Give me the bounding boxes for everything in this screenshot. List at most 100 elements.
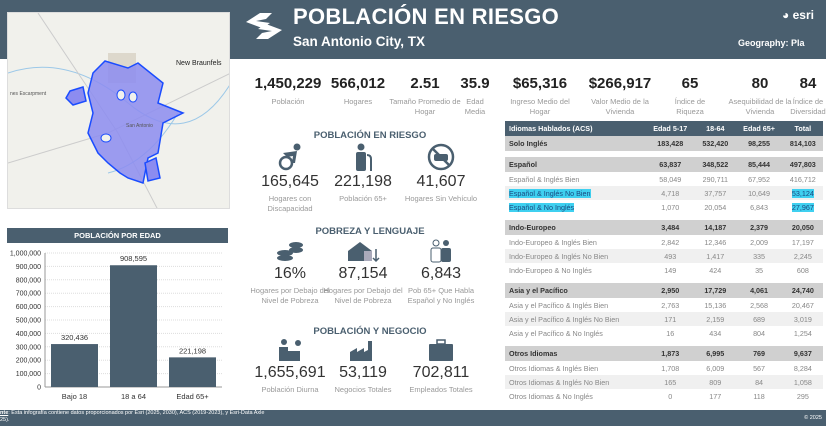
house-down-icon xyxy=(348,242,380,263)
cell-text: 16 xyxy=(666,328,675,338)
table-cell: 2,009 xyxy=(735,235,782,249)
chart-title: POBLACIÓN POR EDAD xyxy=(7,228,228,243)
cell-text: Español xyxy=(509,160,537,169)
table-cell: 804 xyxy=(735,326,782,340)
table-group-row: Solo Inglés 183,428 532,420 98,255 814,103 xyxy=(505,136,823,151)
table-cell: Español & Inglés Bien xyxy=(505,172,645,186)
geography-label: Geography: Pla xyxy=(738,38,805,48)
table-cell: 12,346 xyxy=(695,235,735,249)
table-cell: 2,159 xyxy=(695,312,736,326)
table-cell: 6,009 xyxy=(695,361,735,375)
location-subtitle: San Antonio City, TX xyxy=(293,34,425,49)
cell-text: Indo-Europeo & Inglés No Bien xyxy=(509,251,609,261)
table-cell: Asia y el Pacífico & Inglés Bien xyxy=(505,298,645,312)
map[interactable]: New Braunfels nes Escarpment San Antonio xyxy=(7,12,230,209)
section-title-negocio: POBLACIÓN Y NEGOCIO xyxy=(313,326,427,337)
table-cell: 20,467 xyxy=(783,298,823,312)
cell-text: 2,568 xyxy=(750,300,769,310)
cell-text: 532,420 xyxy=(702,139,729,148)
y-tick-label: 1,000,000 xyxy=(10,251,41,258)
table-cell: 4,718 xyxy=(645,186,696,200)
table-cell: 2,763 xyxy=(645,298,695,312)
cell-text: 2,159 xyxy=(706,314,725,324)
cell-text: 295 xyxy=(796,391,809,401)
stat-wealth-index: 65 Índice de Riqueza xyxy=(674,75,706,116)
people-icon xyxy=(430,239,451,263)
table-cell: 149 xyxy=(645,263,695,277)
table-cell: 348,522 xyxy=(695,157,736,172)
cell-text: Asia y el Pacífico & No Inglés xyxy=(509,328,603,338)
table-cell: 2,950 xyxy=(645,283,696,298)
y-tick-label: 300,000 xyxy=(16,344,41,351)
cell-text: 416,712 xyxy=(789,174,816,184)
cell-text: 2,009 xyxy=(750,237,769,247)
table-cell: Asia y el Pacífico & Inglés No Bien xyxy=(505,312,646,326)
table-row: Asia y el Pacífico & Inglés Bien 2,763 15,… xyxy=(505,298,823,312)
cell-text: Otros Idiomas & Inglés No Bien xyxy=(509,377,610,387)
cell-text: 3,019 xyxy=(793,314,812,324)
cell-text: 1,873 xyxy=(661,349,680,358)
copyright: © 2025 xyxy=(804,415,822,421)
stat-median-income: $65,316 Ingreso Medio del Hogar xyxy=(510,75,570,116)
cell-text: 608 xyxy=(796,265,809,275)
table-cell: 6,843 xyxy=(735,200,782,214)
coins-icon xyxy=(277,242,303,261)
table-cell: 9,637 xyxy=(782,346,823,361)
cell-text: 424 xyxy=(709,265,722,275)
section-title-pobreza: POBREZA Y LENGUAJE xyxy=(315,226,425,237)
cell-text: Otros Idiomas & Inglés Bien xyxy=(509,363,599,373)
x-tick-label: 18 a 64 xyxy=(121,392,146,401)
cell-text: 0 xyxy=(668,391,673,401)
map-label: nes Escarpment xyxy=(10,91,47,97)
cell-text: 35 xyxy=(755,265,764,275)
stat-households: 566,012 Hogares xyxy=(330,75,386,106)
table-cell: 35 xyxy=(735,263,782,277)
tile-employees: 702,811 Empleados Totales xyxy=(401,338,481,395)
cell-text: 8,284 xyxy=(793,363,812,373)
footer-source-label: nte xyxy=(0,410,9,416)
cell-text: 67,952 xyxy=(748,174,771,184)
cell-text: 4,061 xyxy=(750,286,769,295)
cell-text: 1,417 xyxy=(706,251,725,261)
table-cell: 290,711 xyxy=(695,172,735,186)
cell-text: 567 xyxy=(753,363,766,373)
table-cell: 17,729 xyxy=(695,283,736,298)
table-cell: Español & No Inglés xyxy=(505,200,645,214)
cell-text: 98,255 xyxy=(748,139,771,148)
table-cell: 1,708 xyxy=(645,361,695,375)
population-by-age-chart: 0 100,000 200,000 300,000 400,000 500,000 600,… xyxy=(10,251,222,401)
daytime-worker-icon xyxy=(279,339,301,361)
table-row: Español & Inglés No Bien 4,718 37,757 10,64… xyxy=(505,186,823,200)
cell-text: Indo-Europeo & Inglés Bien xyxy=(509,237,597,247)
table-row: Asia y el Pacífico & Inglés No Bien 171 2,… xyxy=(505,312,823,326)
table-row: Indo-Europeo & Inglés Bien 2,842 12,346 2,0… xyxy=(505,235,823,249)
y-tick-label: 900,000 xyxy=(16,264,41,271)
table-cell: 814,103 xyxy=(782,136,823,151)
cell-text: 177 xyxy=(709,391,722,401)
cell-text: 1,708 xyxy=(661,363,680,373)
cell-text: 118 xyxy=(753,391,765,401)
cell-text: Español & Inglés No Bien xyxy=(509,188,591,198)
table-cell: Solo Inglés xyxy=(505,136,646,151)
cell-text: 814,103 xyxy=(789,139,816,148)
y-tick-label: 200,000 xyxy=(16,358,41,365)
table-cell: 58,049 xyxy=(645,172,695,186)
table-cell: 177 xyxy=(695,389,735,403)
cell-text: 183,428 xyxy=(657,139,684,148)
table-cell: Otros Idiomas & No Inglés xyxy=(505,389,645,403)
tile-disability: 165,645 Hogares con Discapacidad xyxy=(250,143,330,214)
globe-icon: ◕ xyxy=(782,8,790,22)
table-cell: 67,952 xyxy=(735,172,782,186)
cell-text: 84 xyxy=(755,377,764,387)
table-row: Otros Idiomas & Inglés Bien 1,708 6,009 567… xyxy=(505,361,823,375)
table-cell: 497,803 xyxy=(782,157,823,172)
table-cell: 165 xyxy=(645,375,696,389)
bar xyxy=(169,357,216,387)
cell-text: 1,070 xyxy=(661,202,680,212)
table-cell: 2,245 xyxy=(782,249,823,263)
table-cell: 10,649 xyxy=(735,186,783,200)
table-spacer xyxy=(505,151,823,157)
y-tick-label: 100,000 xyxy=(16,371,41,378)
footer-source-text-2: 25). xyxy=(0,417,10,423)
table-cell: Indo-Europeo & No Inglés xyxy=(505,263,645,277)
